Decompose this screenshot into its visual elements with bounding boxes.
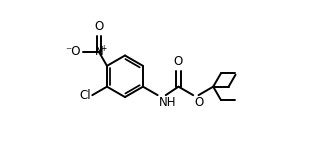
Text: NH: NH <box>159 96 177 109</box>
Text: Cl: Cl <box>79 89 91 102</box>
Text: ⁻O: ⁻O <box>66 45 81 58</box>
Text: O: O <box>174 55 183 68</box>
Text: +: + <box>100 44 106 53</box>
Text: O: O <box>94 20 104 33</box>
Text: N: N <box>94 45 103 58</box>
Text: O: O <box>195 96 204 109</box>
